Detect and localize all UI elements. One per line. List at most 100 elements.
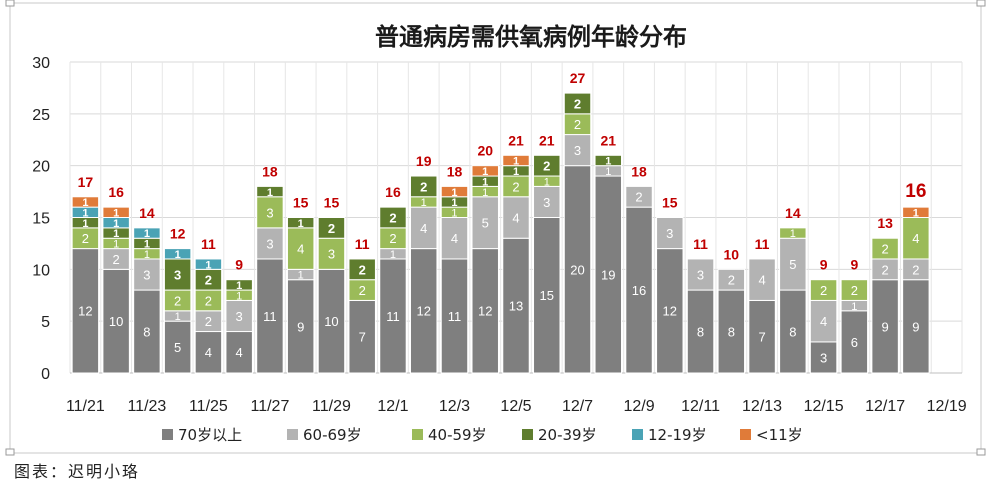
segment-label: 1: [113, 218, 119, 230]
bar-segment: [71, 196, 100, 208]
bar-segment: [656, 217, 684, 250]
total-label: 11: [693, 236, 708, 252]
bar-segment: [594, 154, 623, 167]
segment-label: 2: [635, 190, 642, 205]
segment-label: 1: [451, 207, 457, 219]
bar-segment: [625, 206, 653, 374]
bar-segment: [133, 227, 161, 239]
bar-segment: [409, 175, 438, 198]
segment-label: 11: [448, 309, 462, 324]
segment-label: 8: [143, 324, 150, 339]
segment-label: 2: [389, 210, 396, 225]
segment-label: 1: [482, 187, 488, 199]
segment-label: 1: [175, 311, 181, 323]
segment-label: 3: [174, 267, 181, 282]
bar-segment: [348, 258, 376, 281]
bar-segment: [717, 268, 746, 291]
segment-label: 15: [540, 288, 554, 303]
bar-segment: [379, 258, 407, 374]
segment-label: 1: [205, 259, 211, 271]
bar-segment: [71, 248, 100, 374]
segment-label: 1: [605, 156, 611, 168]
segment-label: 1: [82, 197, 88, 209]
segment-label: 1: [298, 218, 304, 230]
bar-segment: [533, 154, 561, 177]
segment-label: 4: [512, 210, 519, 225]
y-tick-label: 0: [41, 366, 50, 383]
segment-label: 2: [205, 293, 212, 308]
segment-label: 1: [113, 228, 119, 240]
segment-label: 1: [236, 290, 242, 302]
segment-label: 1: [451, 187, 457, 199]
segment-label: 2: [543, 159, 550, 174]
x-tick-label: 12/19: [927, 398, 967, 415]
legend-label: 60-69岁: [303, 426, 362, 444]
bar-segment: [809, 299, 838, 343]
legend-swatch: [522, 429, 533, 440]
bar-segment: [256, 227, 284, 260]
segment-label: 2: [881, 242, 888, 257]
bar-segment: [440, 217, 469, 260]
total-label: 21: [539, 132, 555, 148]
segment-label: 8: [728, 324, 735, 339]
segment-label: 4: [912, 231, 919, 246]
segment-label: 3: [697, 267, 704, 282]
bar-segment: [563, 92, 592, 115]
bar-segment: [686, 258, 715, 291]
y-tick-label: 20: [32, 159, 50, 176]
segment-label: 2: [82, 231, 89, 246]
total-label: 16: [385, 184, 401, 200]
bar-segment: [409, 248, 438, 374]
y-tick-label: 5: [41, 314, 50, 331]
bar-segment: [225, 279, 253, 291]
segment-label: 2: [328, 221, 335, 236]
bar-segment: [748, 299, 776, 374]
bar-segment: [625, 185, 653, 208]
segment-label: 1: [113, 207, 119, 219]
total-label: 13: [877, 215, 893, 231]
segment-label: 19: [601, 267, 615, 282]
segment-label: 10: [109, 314, 123, 329]
segment-label: 3: [543, 195, 550, 210]
segment-label: 1: [513, 166, 519, 178]
total-label: 21: [508, 132, 524, 148]
bar-segment: [194, 331, 223, 374]
bar-segment: [194, 258, 223, 270]
bar-segment: [502, 196, 530, 239]
segment-label: 6: [851, 335, 858, 350]
bar-segment: [317, 217, 346, 239]
total-label: 15: [662, 195, 678, 211]
segment-label: 4: [758, 273, 765, 288]
segment-label: 3: [143, 267, 150, 282]
segment-label: 11: [263, 309, 277, 324]
bar-segment: [286, 217, 315, 229]
total-label: 14: [785, 205, 801, 221]
bar-segment: [779, 237, 807, 291]
segment-label: 1: [144, 228, 150, 240]
bar-segment: [809, 279, 838, 301]
total-label: 18: [631, 163, 647, 179]
total-label: 20: [477, 143, 493, 159]
segment-label: 12: [663, 304, 677, 319]
segment-label: 7: [359, 330, 366, 345]
total-label: 21: [600, 132, 616, 148]
bar-segment: [317, 237, 346, 270]
total-label: 14: [139, 205, 155, 221]
segment-label: 13: [509, 299, 523, 314]
bar-segment: [256, 185, 284, 198]
bar-segment: [594, 175, 623, 374]
segment-label: 3: [266, 205, 273, 220]
bar-segment: [779, 289, 807, 374]
x-tick-label: 11/23: [127, 398, 166, 415]
total-label: 11: [755, 236, 770, 252]
total-label: 15: [293, 195, 309, 211]
segment-label: 1: [144, 239, 150, 251]
total-label: 9: [850, 257, 858, 273]
bar-segment: [379, 206, 407, 229]
bar-segment: [502, 154, 530, 167]
x-tick-label: 11/25: [189, 398, 228, 415]
bar-segment: [163, 320, 192, 374]
bar-segment: [286, 279, 315, 374]
bar-segment: [471, 196, 499, 250]
segment-label: 1: [267, 187, 273, 199]
